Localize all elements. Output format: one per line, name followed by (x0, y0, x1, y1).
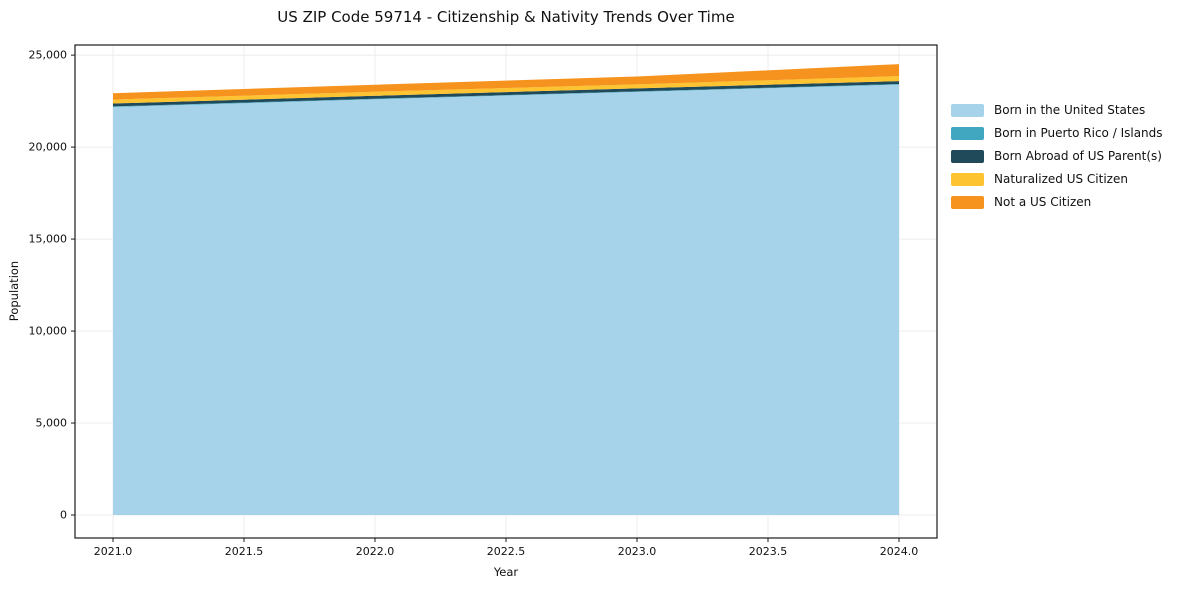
y-axis-label: Population (7, 260, 21, 322)
x-tick-label: 2023.5 (749, 545, 788, 558)
y-tick-label: 15,000 (29, 233, 68, 246)
legend-label: Born in Puerto Rico / Islands (994, 126, 1163, 140)
x-tick-label: 2022.0 (356, 545, 395, 558)
legend-swatch (951, 195, 984, 209)
legend-label: Born Abroad of US Parent(s) (994, 149, 1162, 163)
legend-label: Naturalized US Citizen (994, 172, 1128, 186)
area-not-a-us-citizen (113, 64, 899, 100)
area-naturalized-us-citizen (113, 76, 899, 104)
x-tick-label: 2021.0 (94, 545, 133, 558)
legend-swatch (951, 172, 984, 186)
y-tick-label: 0 (60, 509, 67, 522)
y-tick-label: 5,000 (36, 417, 68, 430)
legend-swatch (951, 149, 984, 163)
area-born-in-puerto-rico-islands (113, 84, 899, 107)
y-tick-label: 25,000 (29, 49, 68, 62)
area-born-in-the-united-states (113, 84, 899, 515)
area-born-abroad-of-us-parent-s (113, 81, 899, 107)
legend: Born in the United States Born in Puerto … (951, 103, 1163, 209)
x-tick-label: 2024.0 (880, 545, 919, 558)
x-tick-label: 2023.0 (618, 545, 657, 558)
legend-label: Born in the United States (994, 103, 1146, 117)
legend-label: Not a US Citizen (994, 195, 1092, 209)
legend-swatch (951, 126, 984, 140)
legend-item: Naturalized US Citizen (951, 172, 1163, 186)
chart-title: US ZIP Code 59714 - Citizenship & Nativi… (277, 8, 735, 26)
y-tick-label: 20,000 (29, 141, 68, 154)
x-tick-label: 2021.5 (225, 545, 264, 558)
legend-swatch (951, 103, 984, 117)
legend-item: Not a US Citizen (951, 195, 1163, 209)
x-axis-label: Year (493, 565, 519, 579)
legend-item: Born in Puerto Rico / Islands (951, 126, 1163, 140)
legend-item: Born in the United States (951, 103, 1163, 117)
y-tick-label: 10,000 (29, 325, 68, 338)
legend-item: Born Abroad of US Parent(s) (951, 149, 1163, 163)
x-tick-label: 2022.5 (487, 545, 526, 558)
